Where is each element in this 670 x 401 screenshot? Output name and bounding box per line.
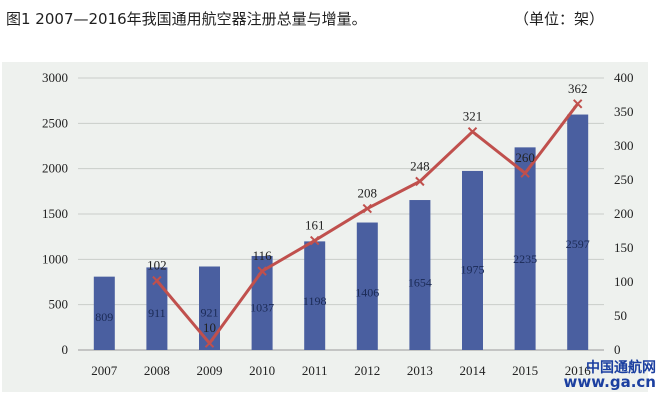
watermark-url: www.ga.cn — [563, 373, 656, 392]
right-tick-label: 350 — [614, 104, 634, 119]
bar-data-label: 1037 — [250, 301, 274, 315]
line-point — [362, 203, 373, 214]
x-tick-label: 2012 — [354, 363, 380, 378]
bar-data-label: 1198 — [303, 294, 327, 308]
line-data-label: 208 — [358, 186, 378, 201]
bar — [304, 241, 326, 350]
bar-data-label: 921 — [201, 305, 219, 319]
unit-label: （单位：架） — [514, 10, 605, 28]
left-tick-label: 3000 — [42, 70, 68, 85]
bar — [567, 114, 589, 350]
left-tick-label: 500 — [49, 297, 69, 312]
right-tick-label: 100 — [614, 274, 634, 289]
x-tick-label: 2008 — [144, 363, 170, 378]
right-tick-label: 250 — [614, 172, 634, 187]
left-axis: 0 500 1000 1500 2000 2500 3000 — [42, 70, 68, 357]
x-tick-label: 2014 — [460, 363, 487, 378]
right-tick-label: 0 — [614, 342, 621, 357]
bar-data-label: 2597 — [566, 237, 590, 251]
x-tick-label: 2010 — [249, 363, 275, 378]
bar — [199, 266, 220, 350]
line-point — [520, 168, 530, 178]
line-point — [257, 266, 267, 276]
x-tick-label: 2015 — [512, 363, 538, 378]
left-tick-label: 0 — [62, 342, 69, 357]
line-data-label: 116 — [253, 248, 273, 263]
watermark-logo: 中国通航网 www.ga.cn — [563, 359, 656, 392]
bar-data-label: 911 — [148, 306, 166, 320]
bar-data-label: 1975 — [461, 262, 485, 276]
line-series: 102 10 116 161 208 248 321 260 362 — [147, 81, 588, 348]
right-axis: 0 50 100 150 200 250 300 350 400 — [614, 70, 634, 357]
x-tick-label: 2011 — [302, 363, 328, 378]
x-tick-label: 2016 — [565, 363, 592, 378]
line-data-label: 321 — [463, 109, 483, 124]
line-data-label: 102 — [147, 258, 167, 273]
x-tick-label: 2009 — [197, 363, 223, 378]
left-tick-label: 1000 — [42, 251, 68, 266]
bar-data-label: 1654 — [408, 276, 432, 290]
bar-data-label: 1406 — [355, 286, 379, 300]
bar-data-label: 809 — [95, 310, 113, 324]
bar — [356, 222, 378, 350]
bar-data-label: 2235 — [513, 252, 537, 266]
line-data-label: 10 — [203, 320, 216, 335]
line-data-label: 161 — [305, 218, 325, 233]
right-tick-label: 300 — [614, 138, 634, 153]
right-tick-label: 50 — [614, 308, 627, 323]
line-data-label: 260 — [515, 150, 535, 165]
left-tick-label: 2500 — [42, 115, 68, 130]
x-axis: 2007 2008 2009 2010 2011 2012 2013 2014 2015 2016 — [91, 363, 591, 378]
line-point — [572, 99, 583, 109]
right-tick-label: 400 — [614, 70, 634, 85]
line-point — [204, 338, 215, 348]
right-tick-label: 150 — [614, 240, 634, 255]
x-tick-label: 2013 — [407, 363, 433, 378]
line-point — [467, 127, 478, 137]
line-data-label: 248 — [410, 158, 430, 173]
line-data-label: 362 — [568, 81, 588, 96]
left-tick-label: 2000 — [42, 161, 68, 176]
watermark-name: 中国通航网 — [586, 359, 656, 376]
x-tick-label: 2007 — [91, 363, 118, 378]
bar — [462, 170, 483, 350]
line-point — [152, 275, 162, 286]
bar — [93, 276, 115, 350]
left-tick-label: 1500 — [42, 206, 68, 221]
line-point — [309, 235, 320, 246]
right-tick-label: 200 — [614, 206, 634, 221]
bar — [409, 200, 431, 350]
chart-title: 图1 2007—2016年我国通用航空器注册总量与增量。 — [6, 10, 367, 28]
line-point — [415, 176, 425, 187]
bar — [514, 147, 536, 350]
